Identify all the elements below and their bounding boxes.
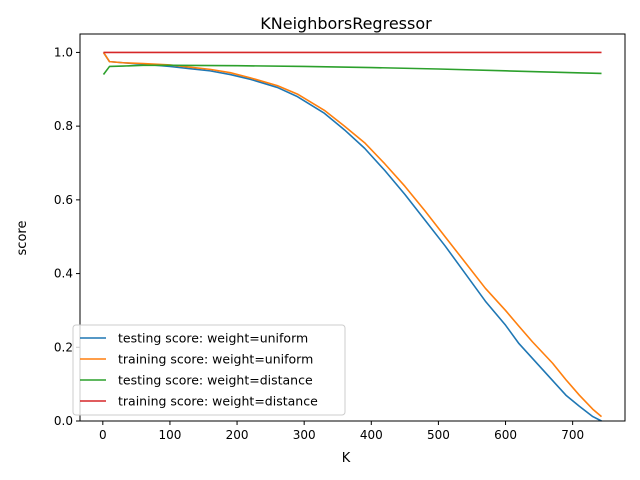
legend-label-4: training score: weight=distance: [118, 394, 318, 409]
x-tick-label: 400: [360, 428, 383, 442]
y-tick-label: 0.2: [54, 340, 73, 354]
y-axis-ticks: 0.0 0.2 0.4 0.6 0.8 1.0: [54, 45, 80, 428]
x-tick-label: 300: [293, 428, 316, 442]
axes-frame: [79, 33, 626, 422]
y-tick-label: 0.4: [54, 267, 73, 281]
chart-title: KNeighborsRegressor: [260, 14, 432, 33]
x-axis-ticks: 0 100 200 300 400 500 600 700: [99, 421, 584, 442]
x-axis-label: K: [342, 451, 351, 466]
x-tick-label: 100: [158, 428, 181, 442]
series-line-3: [102, 64, 602, 76]
x-tick-label: 600: [494, 428, 517, 442]
x-tick-label: 200: [226, 428, 249, 442]
legend-label-2: training score: weight=uniform: [118, 352, 313, 367]
x-tick-label: 700: [561, 428, 584, 442]
y-tick-label: 0.8: [54, 119, 73, 133]
x-tick-label: 500: [427, 428, 450, 442]
legend: testing score: weight=uniform training sc…: [72, 324, 346, 416]
y-tick-label: 1.0: [54, 45, 73, 59]
legend-box: [72, 324, 346, 416]
x-tick-label: 0: [99, 428, 107, 442]
plot-content: [102, 51, 603, 422]
y-tick-label: 0.6: [54, 193, 73, 207]
series-line-1: [102, 51, 602, 422]
y-tick-label: 0.0: [54, 414, 73, 428]
legend-label-3: testing score: weight=distance: [118, 373, 313, 388]
y-axis-label: score: [15, 221, 30, 256]
legend-label-1: testing score: weight=uniform: [118, 331, 308, 346]
